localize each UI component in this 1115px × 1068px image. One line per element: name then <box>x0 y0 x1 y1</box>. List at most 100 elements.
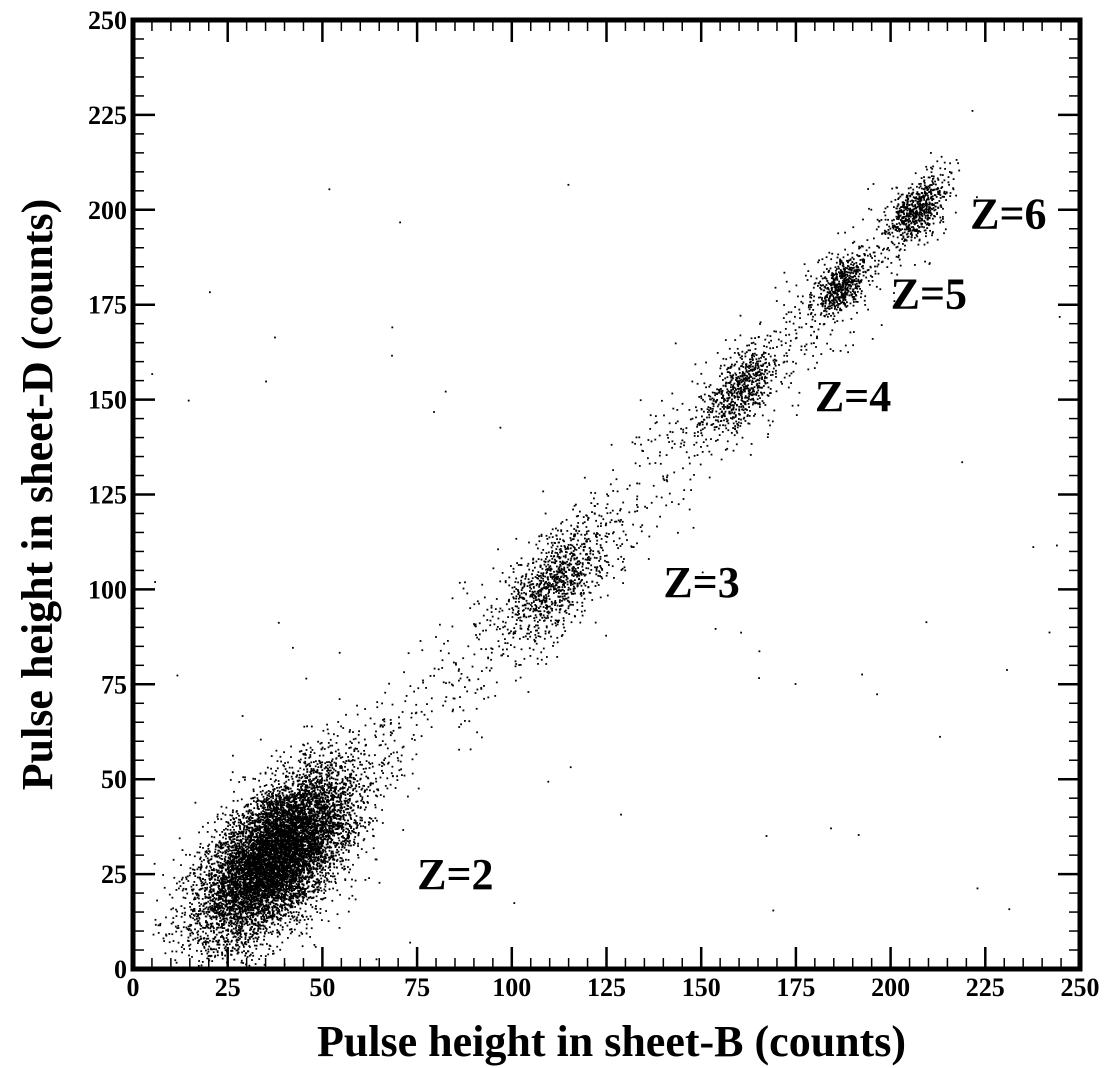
data-point <box>326 776 328 778</box>
data-point <box>327 920 330 923</box>
data-point <box>235 847 237 850</box>
data-point <box>215 830 218 833</box>
data-point <box>334 809 337 811</box>
data-point <box>287 817 290 820</box>
data-point <box>208 872 210 875</box>
data-point <box>286 815 289 817</box>
data-point <box>349 782 352 784</box>
data-point <box>282 835 284 837</box>
data-point <box>389 783 392 786</box>
data-point <box>327 832 330 835</box>
data-point <box>263 823 266 826</box>
data-point <box>262 803 264 805</box>
data-point <box>292 865 295 868</box>
data-point <box>257 902 259 904</box>
data-point <box>270 812 273 814</box>
data-point <box>319 856 322 859</box>
data-point <box>324 821 327 824</box>
data-point <box>221 882 223 885</box>
data-point <box>199 842 202 845</box>
data-point <box>317 797 319 800</box>
data-point <box>213 903 216 906</box>
data-point <box>294 794 297 797</box>
data-point <box>319 801 322 804</box>
data-point <box>307 823 310 826</box>
data-point <box>277 832 280 835</box>
data-point <box>352 731 354 733</box>
data-point <box>335 828 338 830</box>
data-point <box>260 889 262 891</box>
data-point <box>262 924 265 927</box>
data-point <box>330 875 332 877</box>
data-point <box>215 910 218 912</box>
data-point <box>312 846 314 849</box>
data-point <box>229 920 232 923</box>
data-point <box>353 750 356 752</box>
data-point <box>248 830 251 833</box>
data-point <box>304 780 307 782</box>
data-point <box>221 915 224 918</box>
data-point <box>256 797 259 800</box>
data-point <box>289 803 291 806</box>
data-point <box>361 819 363 822</box>
data-point <box>296 840 299 842</box>
data-point <box>267 916 270 919</box>
data-point <box>339 811 342 814</box>
data-point <box>334 791 337 794</box>
data-point <box>374 817 377 820</box>
data-point <box>232 889 234 891</box>
data-point <box>307 840 309 843</box>
data-point <box>270 874 273 877</box>
data-point <box>267 895 270 898</box>
data-point <box>317 813 320 815</box>
data-point <box>202 825 204 828</box>
data-point <box>314 813 317 815</box>
data-point <box>286 804 288 806</box>
data-point <box>312 826 315 828</box>
data-point <box>240 884 243 887</box>
data-point <box>226 940 229 943</box>
data-point <box>368 754 371 757</box>
data-point <box>305 915 308 918</box>
data-point <box>343 813 345 816</box>
data-point <box>240 895 242 898</box>
data-point <box>202 908 205 911</box>
data-point <box>208 906 210 909</box>
data-point <box>329 830 332 833</box>
data-point <box>290 878 293 880</box>
data-point <box>319 912 322 914</box>
data-point <box>295 838 297 841</box>
data-point <box>228 869 231 872</box>
data-point <box>235 924 238 927</box>
data-point <box>175 889 178 891</box>
data-point <box>246 856 249 859</box>
data-point <box>238 924 240 927</box>
data-point <box>283 782 286 785</box>
data-point <box>327 767 329 770</box>
data-point <box>236 941 239 944</box>
data-point <box>323 858 325 861</box>
data-point <box>225 894 227 896</box>
data-point <box>232 913 235 916</box>
data-point <box>363 802 365 804</box>
data-point <box>274 842 277 845</box>
data-point <box>194 937 197 940</box>
data-point <box>260 815 263 818</box>
data-point <box>286 924 289 927</box>
data-point <box>197 930 200 933</box>
data-point <box>231 901 233 904</box>
data-point <box>295 850 298 852</box>
data-point <box>339 788 341 791</box>
data-point <box>284 768 287 770</box>
data-point <box>343 787 346 789</box>
data-point <box>225 869 227 872</box>
data-point <box>294 819 297 822</box>
data-point <box>325 819 328 821</box>
data-point <box>317 830 320 833</box>
data-point <box>254 924 257 926</box>
data-point <box>268 823 271 826</box>
data-point <box>241 925 244 928</box>
data-point <box>183 907 186 910</box>
data-point <box>192 932 194 935</box>
data-point <box>253 874 256 877</box>
